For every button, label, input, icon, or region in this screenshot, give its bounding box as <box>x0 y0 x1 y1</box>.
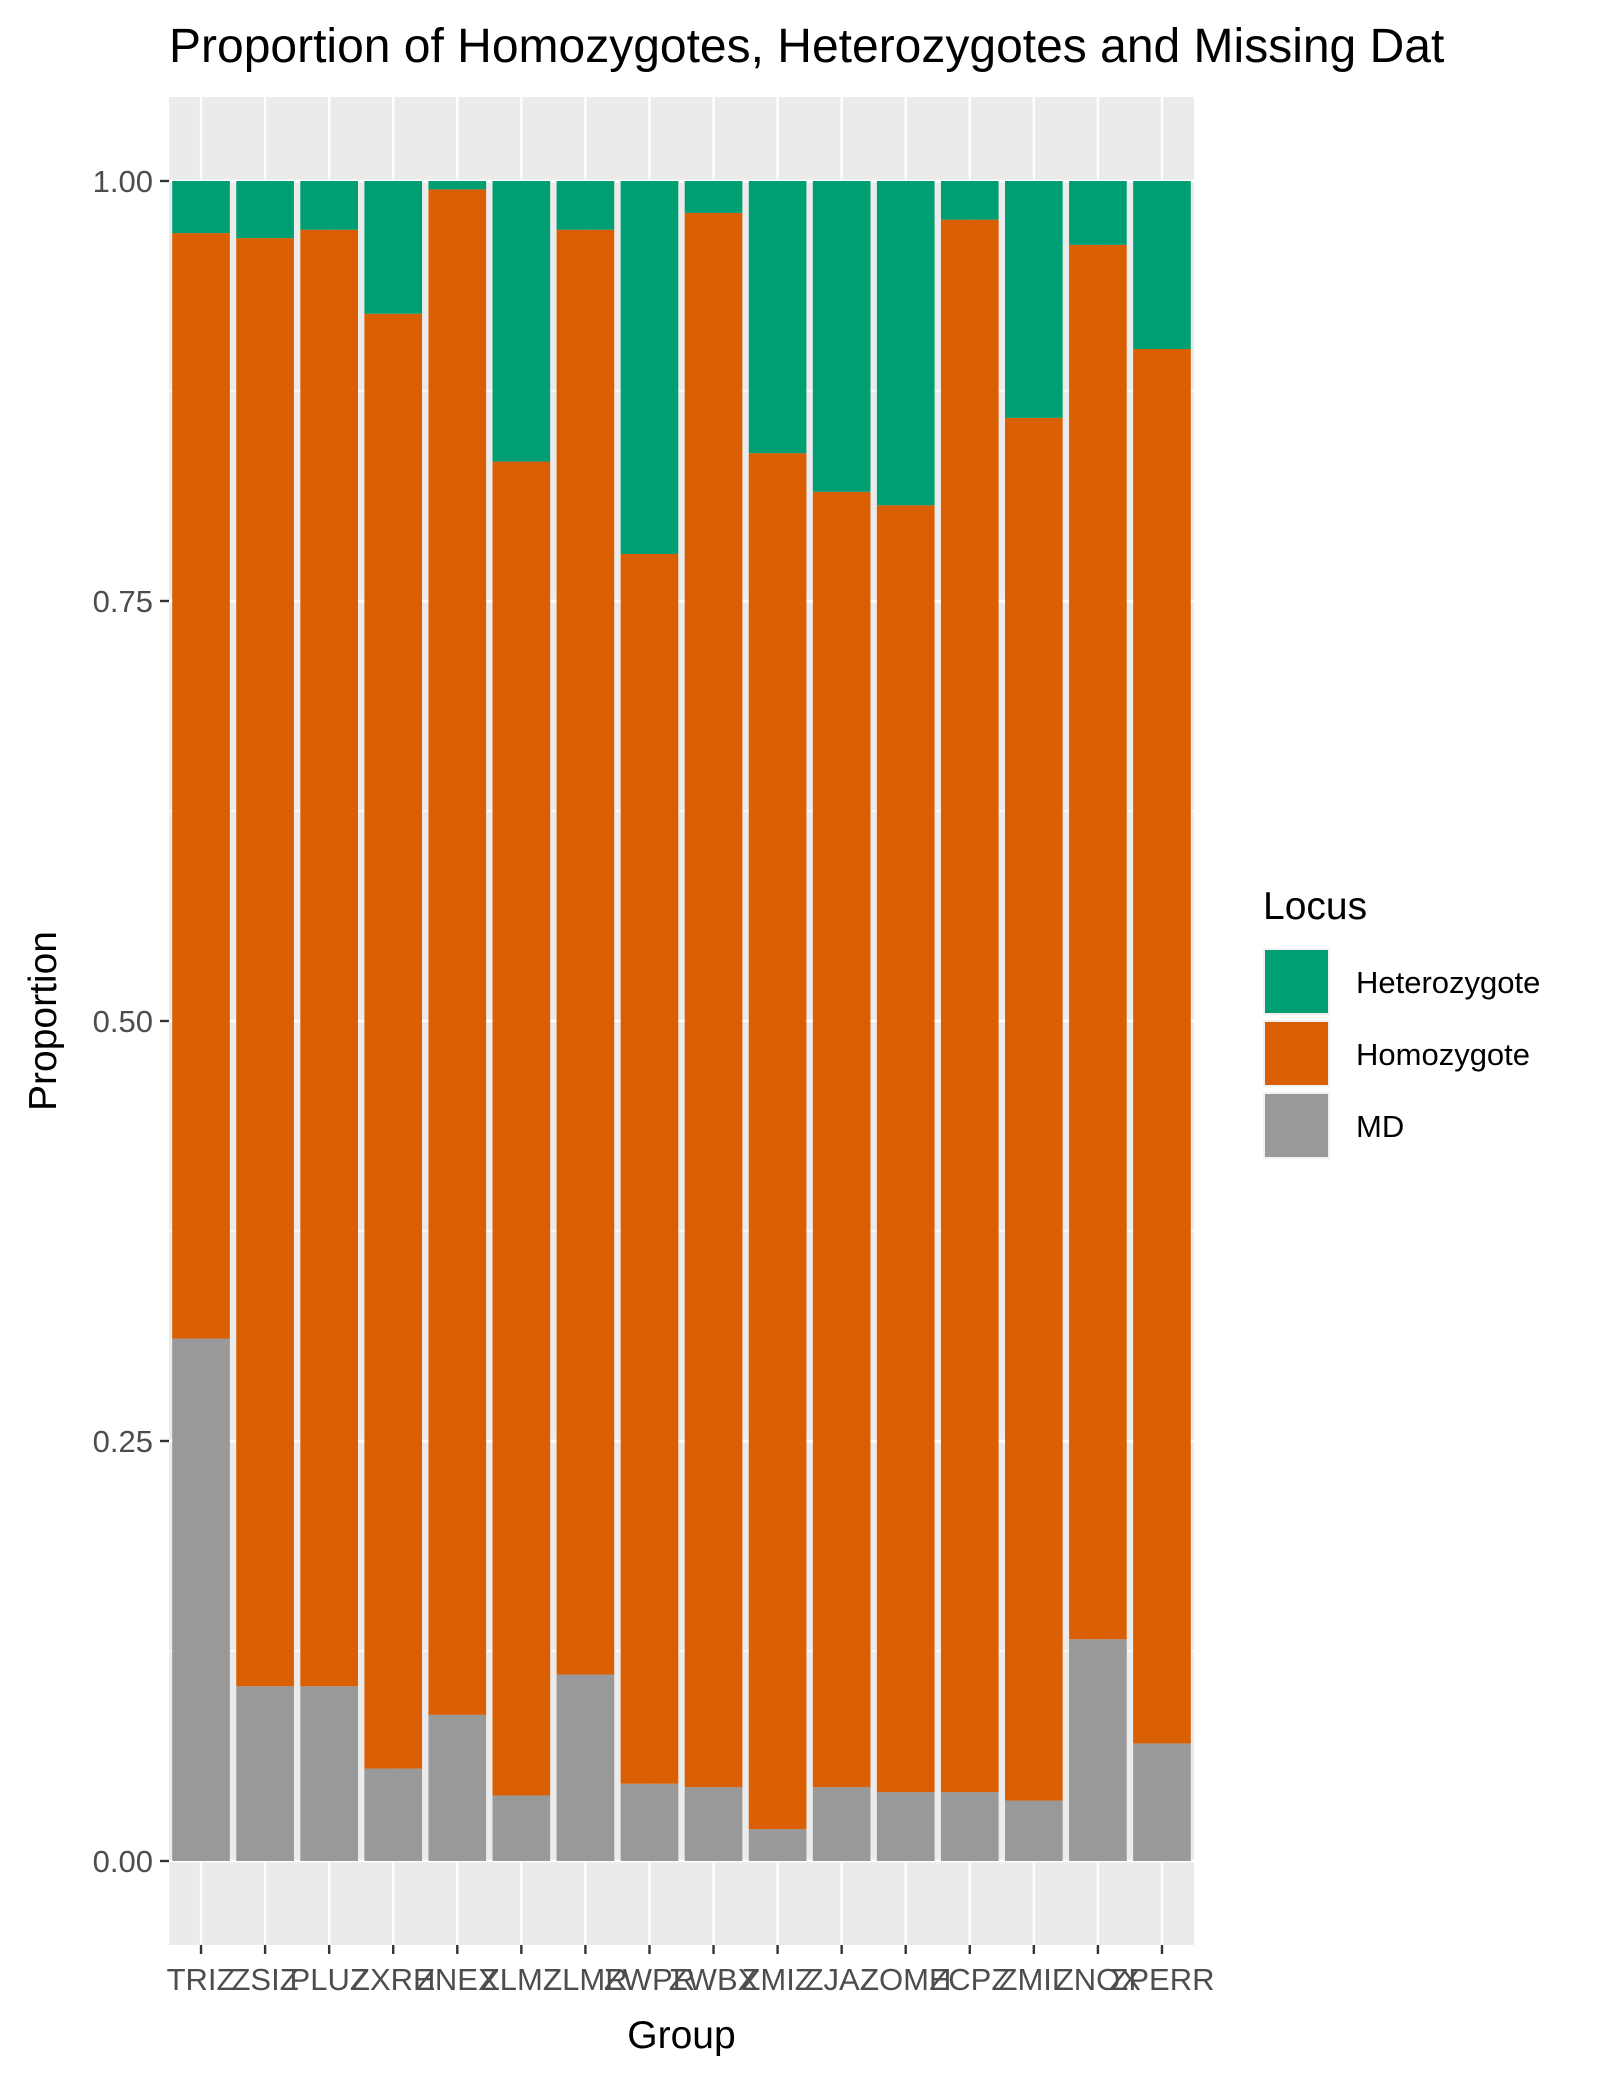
bar-heterozygote-zperr <box>1133 181 1191 349</box>
bar-homozygote-zmil <box>1005 417 1063 1801</box>
y-tick-label: 0.50 <box>93 1004 153 1039</box>
bar-heterozygote-pluz <box>300 181 358 230</box>
x-tick-label: ZSIZ <box>232 1962 299 1997</box>
bar-heterozygote-zmiz <box>748 181 807 454</box>
legend-swatch-heterozygote <box>1265 950 1328 1013</box>
bar-heterozygote-zwpr <box>620 181 679 554</box>
bar-homozygote-zomh <box>876 505 935 1793</box>
x-axis-title: Group <box>627 2014 735 2057</box>
x-tick-label: ZLMR <box>543 1962 627 1997</box>
x-tick-label: ZMIZ <box>741 1962 813 1997</box>
bar-homozygote-zxrh <box>364 313 423 1769</box>
legend-label-md: MD <box>1356 1109 1404 1144</box>
bar-md-zwbx <box>684 1787 743 1861</box>
bar-heterozygote-znex <box>428 181 487 190</box>
bar-md-pluz <box>300 1686 358 1861</box>
bar-heterozygote-zlmr <box>556 181 615 230</box>
y-tick-label: 1.00 <box>93 164 153 199</box>
x-tick-label: ZCPZ <box>929 1962 1010 1997</box>
bar-heterozygote-zjaz <box>812 181 871 492</box>
legend-label-heterozygote: Heterozygote <box>1356 965 1540 1000</box>
bar-heterozygote-zlmz <box>492 181 551 462</box>
legend-swatch-md <box>1265 1094 1328 1157</box>
x-tick-label: ZWBX <box>669 1962 759 1997</box>
bar-md-zmil <box>1005 1800 1063 1861</box>
x-tick-label: ZOMH <box>860 1962 951 1997</box>
legend-title: Locus <box>1263 885 1367 928</box>
legend-swatch-homozygote <box>1265 1022 1328 1085</box>
bar-md-zperr <box>1133 1743 1191 1861</box>
legend-label-homozygote: Homozygote <box>1356 1037 1530 1072</box>
bar-homozygote-zwbx <box>684 212 743 1788</box>
bar-homozygote-zwpr <box>620 553 679 1784</box>
bar-heterozygote-zomh <box>876 181 935 506</box>
bars <box>172 181 1191 1861</box>
bar-homozygote-zsiz <box>236 238 294 1687</box>
bar-md-zcpz <box>940 1792 999 1861</box>
bar-md-znox <box>1069 1639 1127 1861</box>
bar-md-zsiz <box>236 1686 294 1861</box>
bar-homozygote-zlmz <box>492 461 551 1796</box>
bar-homozygote-znex <box>428 189 487 1715</box>
y-tick-label: 0.25 <box>93 1424 153 1459</box>
x-tick-label: ZMIL <box>999 1962 1070 1997</box>
bar-homozygote-pluz <box>300 229 358 1687</box>
bar-homozygote-triz <box>172 233 230 1339</box>
bar-heterozygote-znox <box>1069 181 1127 245</box>
bar-heterozygote-triz <box>172 181 230 234</box>
bar-md-triz <box>172 1338 230 1861</box>
x-tick-label: ZLMZ <box>481 1962 562 1997</box>
x-tick-label: TRIZ <box>167 1962 236 1997</box>
x-axis: TRIZZSIZPLUZZXRHZNEXZLMZZLMRZWPRZWBXZMIZ… <box>167 1945 1215 1997</box>
bar-heterozygote-zcpz <box>940 181 999 220</box>
bar-heterozygote-zxrh <box>364 181 423 314</box>
x-tick-label: ZWPR <box>604 1962 695 1997</box>
x-tick-label: ZPERR <box>1109 1962 1214 1997</box>
y-axis: 0.00 0.25 0.50 0.75 1.00 <box>93 164 169 1879</box>
bar-heterozygote-zwbx <box>684 181 743 213</box>
bar-homozygote-zjaz <box>812 491 871 1788</box>
chart-title: Proportion of Homozygotes, Heterozygotes… <box>169 20 1444 73</box>
bar-md-zjaz <box>812 1787 871 1861</box>
bar-homozygote-zlmr <box>556 229 615 1675</box>
bar-homozygote-zcpz <box>940 219 999 1793</box>
bar-homozygote-zmiz <box>748 453 807 1830</box>
bar-homozygote-zperr <box>1133 349 1191 1744</box>
bar-heterozygote-zmil <box>1005 181 1063 418</box>
y-axis-title: Proportion <box>22 931 65 1111</box>
y-tick-label: 0.00 <box>93 1844 153 1879</box>
bar-md-zmiz <box>748 1829 807 1861</box>
bar-md-zomh <box>876 1792 935 1861</box>
y-tick-label: 0.75 <box>93 584 153 619</box>
x-tick-label: ZNOX <box>1055 1962 1141 1997</box>
bar-md-zlmr <box>556 1674 615 1861</box>
bar-md-zwpr <box>620 1783 679 1861</box>
bar-md-zxrh <box>364 1768 423 1861</box>
bar-md-znex <box>428 1714 487 1861</box>
legend: Locus Heterozygote Homozygote MD <box>1263 885 1540 1159</box>
x-tick-label: ZXRH <box>351 1962 435 1997</box>
bar-heterozygote-zsiz <box>236 181 294 239</box>
x-tick-label: PLUZ <box>290 1962 369 1997</box>
bar-homozygote-znox <box>1069 244 1127 1640</box>
x-tick-label: ZNEX <box>416 1962 499 1997</box>
bar-md-zlmz <box>492 1795 551 1861</box>
x-tick-label: ZJAZ <box>805 1962 879 1997</box>
